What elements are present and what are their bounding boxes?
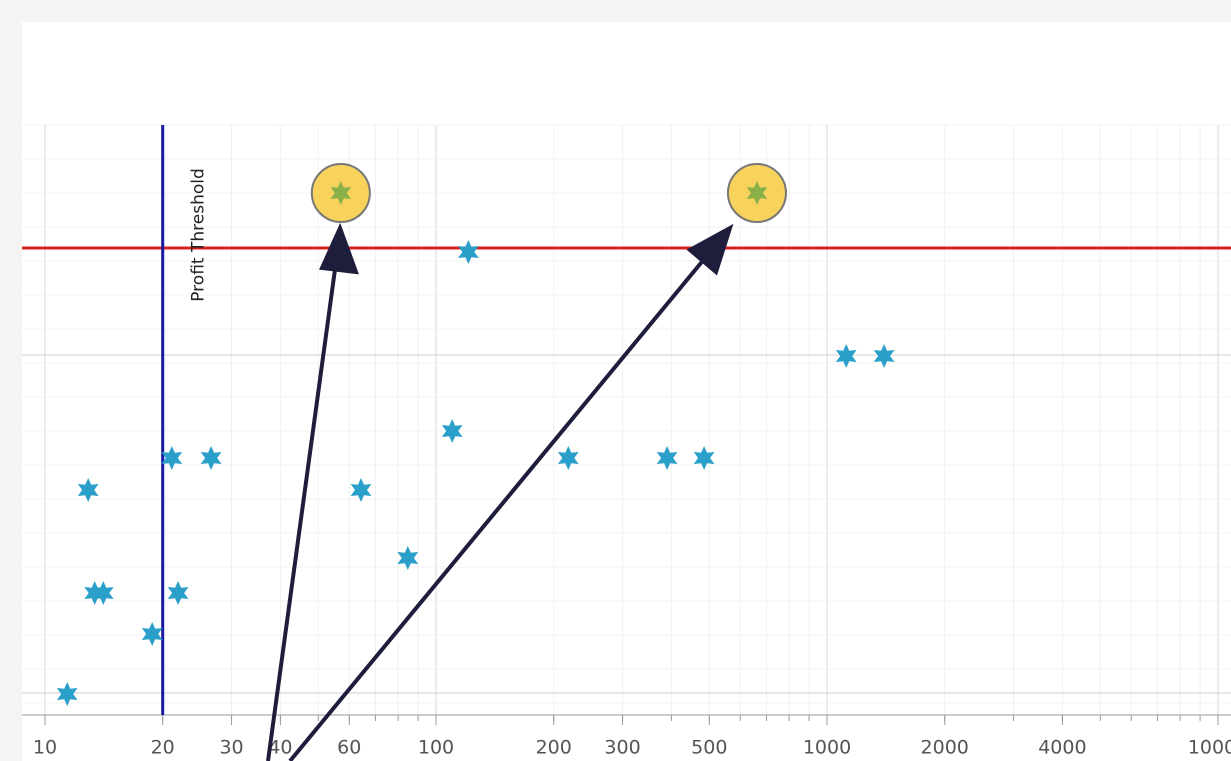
x-tick-label: 30 (219, 737, 243, 759)
arrow-head (319, 222, 359, 275)
x-tick-label: 500 (691, 737, 727, 759)
point (397, 546, 419, 570)
arrow (266, 261, 338, 761)
point (873, 344, 895, 368)
grid: 10 20 30 40 60 100 200 300 500 1000 2000 4000 10000 (22, 124, 1231, 759)
x-tick-label: 10 (33, 737, 57, 759)
arrow (288, 250, 712, 761)
point (77, 478, 99, 502)
point (84, 581, 106, 605)
point (350, 478, 372, 502)
x-tick-label: 40 (268, 737, 292, 759)
point (441, 419, 463, 443)
point (835, 344, 857, 368)
point (458, 240, 479, 264)
point (200, 446, 222, 470)
point (693, 446, 715, 470)
x-tick-label: 10000 (1188, 737, 1231, 759)
point (557, 446, 579, 470)
point (93, 581, 114, 605)
x-tick-label: 100 (418, 737, 454, 759)
point (330, 181, 352, 205)
point (161, 446, 183, 470)
point (56, 682, 78, 706)
x-tick-label: 2000 (921, 737, 969, 759)
arrow-head (686, 223, 734, 276)
panel (22, 22, 1231, 761)
point (167, 581, 189, 605)
x-tick-label: 60 (337, 737, 361, 759)
point (656, 446, 678, 470)
marks: Profit Threshold (22, 125, 1231, 715)
arrows (266, 222, 734, 761)
threshold-label: Profit Threshold (189, 168, 209, 302)
x-tick-label: 1000 (803, 737, 851, 759)
point (746, 181, 768, 205)
x-tick-label: 20 (151, 737, 175, 759)
point (141, 622, 163, 646)
x-tick-label: 4000 (1038, 737, 1086, 759)
x-tick-label: 200 (536, 737, 572, 759)
x-tick-label: 300 (604, 737, 640, 759)
